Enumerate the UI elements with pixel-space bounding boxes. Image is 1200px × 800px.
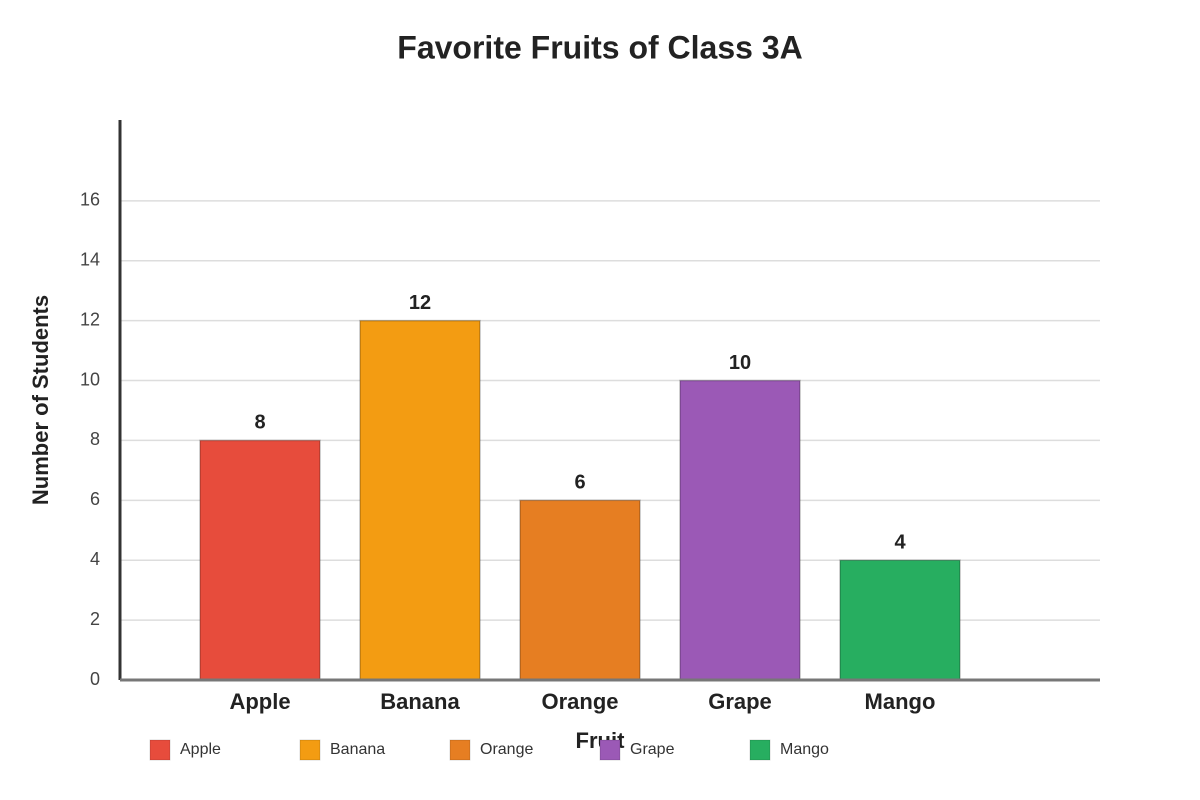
- bar: [199, 439, 321, 681]
- legend-label: Banana: [330, 741, 385, 758]
- legend-swatch: [299, 739, 321, 761]
- x-tick-label: Grape: [708, 689, 772, 714]
- y-tick-label: 0: [90, 669, 100, 689]
- y-tick-label: 2: [90, 609, 100, 629]
- legend-label: Grape: [630, 741, 675, 758]
- legend-swatch: [149, 739, 171, 761]
- y-tick-label: 8: [90, 429, 100, 449]
- data-label: 12: [409, 292, 431, 314]
- bar: [839, 559, 961, 681]
- x-tick-label: Banana: [380, 689, 460, 714]
- legend-label: Apple: [180, 741, 221, 758]
- legend-label: Orange: [480, 741, 533, 758]
- legend-swatch: [599, 739, 621, 761]
- y-axis-label: Number of Students: [28, 295, 53, 505]
- chart-title: Favorite Fruits of Class 3A: [397, 29, 802, 65]
- legend-swatch: [449, 739, 471, 761]
- y-tick-label: 14: [80, 249, 100, 269]
- bar: [679, 379, 801, 681]
- x-tick-label: Mango: [865, 689, 936, 714]
- x-tick-label: Orange: [541, 689, 618, 714]
- data-label: 10: [729, 352, 751, 374]
- y-tick-label: 12: [80, 309, 100, 329]
- data-label: 6: [574, 472, 585, 494]
- legend-label: Mango: [780, 741, 829, 758]
- y-tick-label: 10: [80, 369, 100, 389]
- bar: [359, 319, 481, 681]
- y-tick-label: 4: [90, 549, 100, 569]
- data-label: 8: [254, 412, 265, 434]
- legend-swatch: [749, 739, 771, 761]
- x-tick-label: Apple: [229, 689, 290, 714]
- data-label: 4: [894, 531, 906, 553]
- y-tick-label: 6: [90, 489, 100, 509]
- y-tick-label: 16: [80, 190, 100, 210]
- bar: [519, 499, 641, 681]
